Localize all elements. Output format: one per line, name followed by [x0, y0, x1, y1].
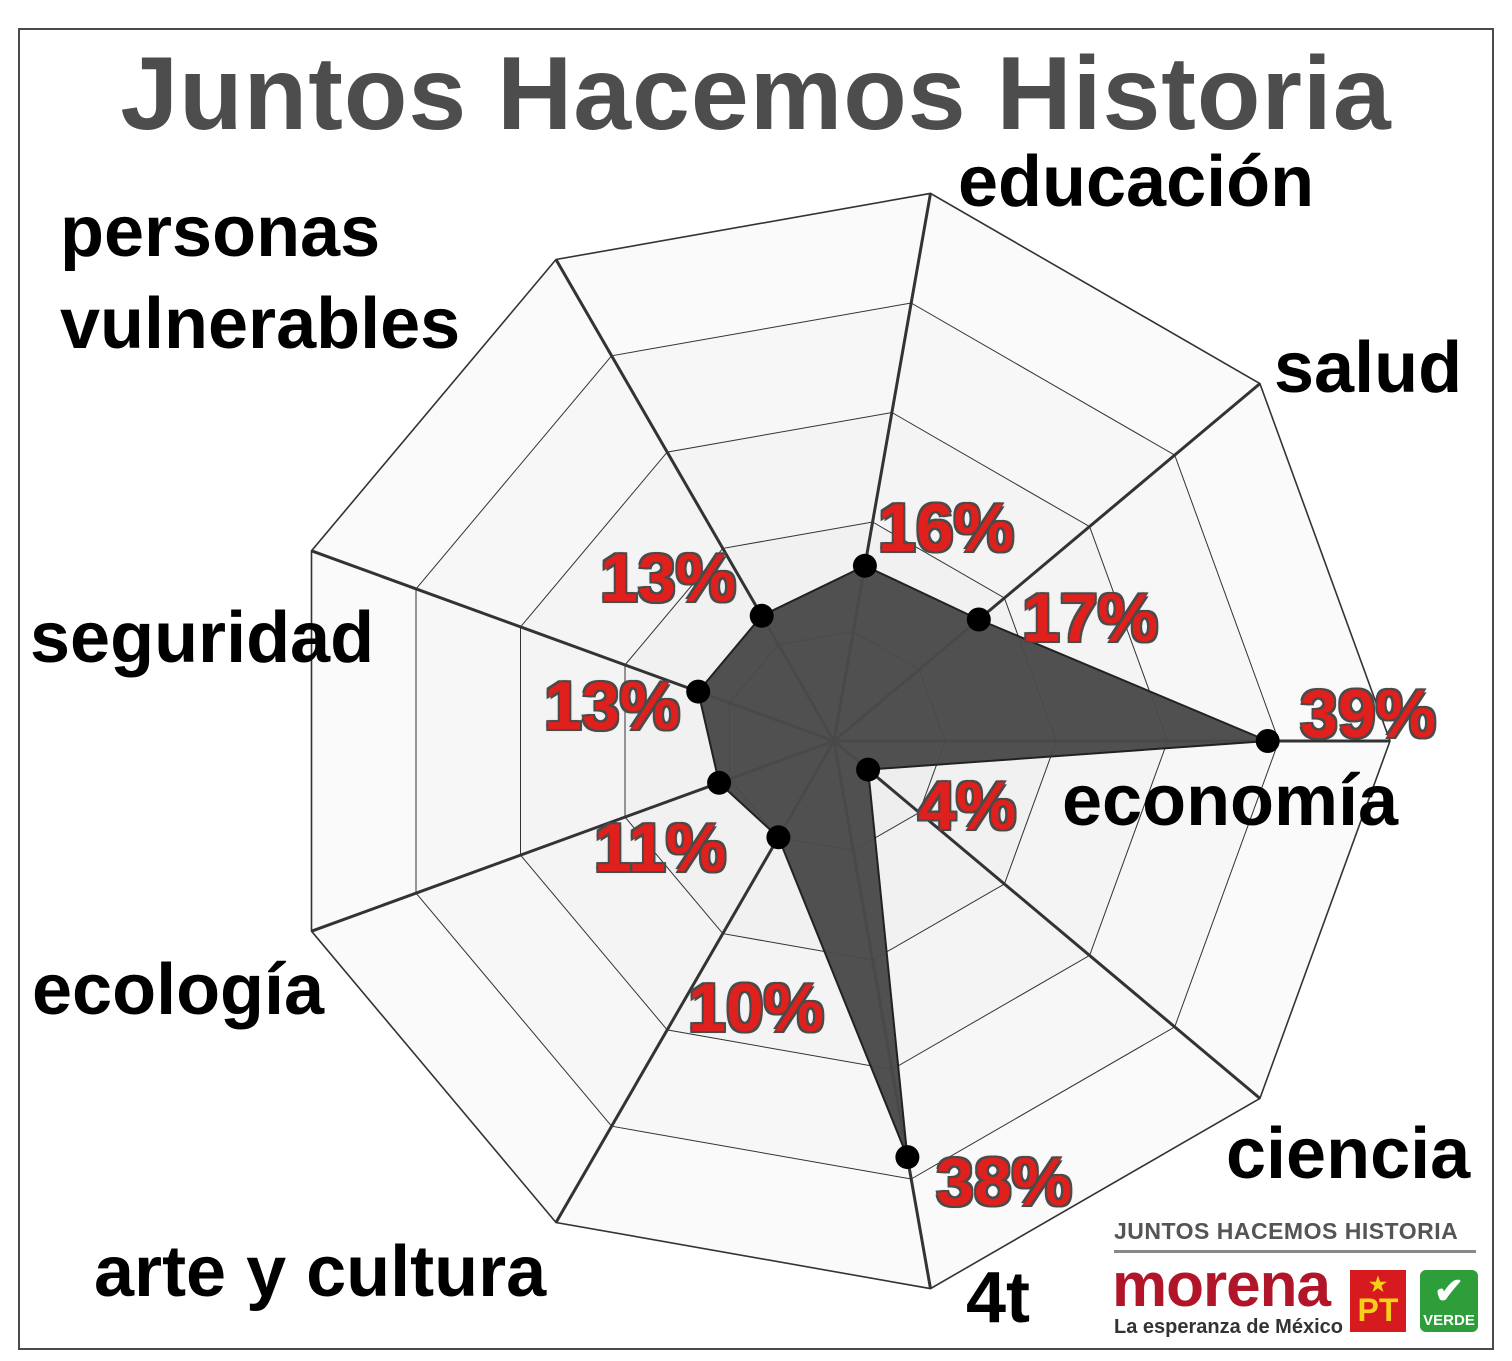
pt-logo-text: PT [1357, 1292, 1399, 1328]
star-icon: ★ [1369, 1274, 1387, 1296]
value-label-ecologia: 11% [594, 810, 727, 886]
radar-series [686, 553, 1280, 1170]
logo-morena: morena [1112, 1251, 1331, 1320]
verde-logo-text: VERDE [1423, 1312, 1475, 1329]
category-label-personas-line2: vulnerables [60, 284, 461, 364]
pt-logo: ★ PT [1350, 1270, 1406, 1332]
checkmark-icon: ✔ [1433, 1270, 1465, 1311]
data-point-economia [1255, 729, 1280, 753]
category-label-ecologia: ecología [32, 950, 325, 1030]
data-point-seguridad [686, 679, 711, 704]
logo-divider [1114, 1250, 1476, 1253]
value-label-personas-vulnerables: 13% [600, 540, 737, 616]
category-label-arte-y-cultura: arte y cultura [94, 1232, 547, 1312]
value-label-salud: 17% [1022, 580, 1159, 656]
data-point-ciencia [856, 757, 881, 782]
category-label-salud: salud [1274, 328, 1463, 408]
value-label-arte-y-cultura: 10% [688, 970, 825, 1046]
logo-tagline: La esperanza de México [1114, 1316, 1343, 1338]
value-label-economia: 39% [1300, 676, 1437, 752]
value-label-seguridad: 13% [544, 668, 681, 744]
data-point-arte-y-cultura [766, 825, 791, 850]
category-label-4t: 4t [966, 1258, 1031, 1338]
value-label-ciencia: 4% [918, 768, 1017, 844]
data-area [697, 564, 1269, 1158]
category-label-educacion: educación [958, 142, 1315, 222]
axis-spoke-ciencia [833, 739, 1261, 1100]
data-point-educacion [852, 553, 877, 578]
data-point-salud [966, 607, 991, 632]
data-point-ecologia [707, 770, 732, 795]
data-point-4t [895, 1145, 920, 1170]
value-label-4t: 38% [936, 1144, 1073, 1220]
data-point-personas-vulnerables [749, 603, 774, 628]
value-label-educacion: 16% [878, 490, 1015, 566]
category-label-ciencia: ciencia [1226, 1114, 1471, 1194]
category-label-economia: economía [1062, 761, 1399, 841]
category-label-personas-line1: personas [60, 192, 381, 272]
chart-title: Juntos Hacemos Historia [120, 36, 1392, 152]
verde-logo: ✔ VERDE [1420, 1270, 1478, 1332]
category-label-seguridad: seguridad [30, 598, 375, 678]
coalition-logo: JUNTOS HACEMOS HISTORIA morena La espera… [1104, 1216, 1480, 1340]
logo-coalition-name: JUNTOS HACEMOS HISTORIA [1114, 1218, 1459, 1244]
